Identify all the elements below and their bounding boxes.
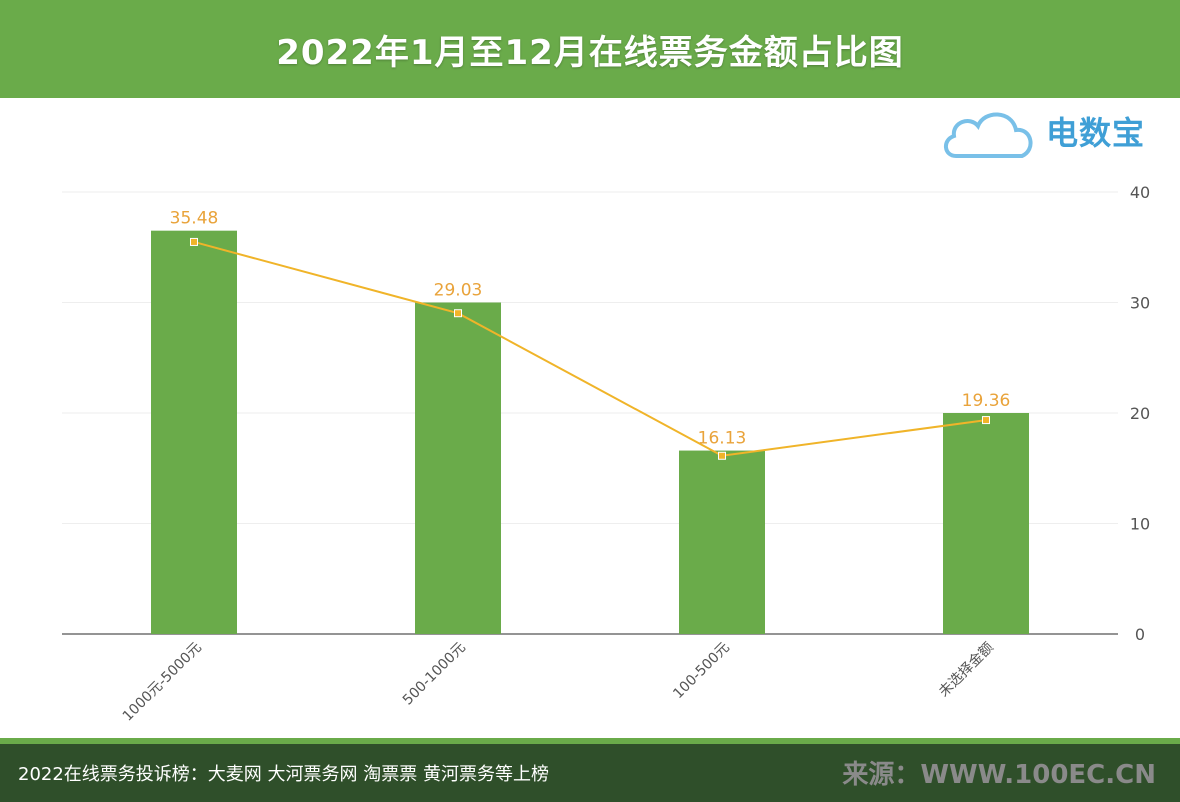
footer-divider xyxy=(0,738,1180,744)
bar xyxy=(679,450,765,634)
footer-caption: 2022在线票务投诉榜：大麦网 大河票务网 淘票票 黄河票务等上榜 xyxy=(18,764,549,785)
bar xyxy=(943,413,1029,634)
cloud-logo-icon xyxy=(944,112,1033,158)
x-tick-label: 100-500元 xyxy=(670,640,733,703)
bar-line-chart: 0 10 20 30 40 35.48 29.03 16.13 19.36 1000元-5000元… xyxy=(62,183,1150,725)
line-point xyxy=(982,416,990,425)
header-banner: 2022年1月至12月在线票务金额占比图 xyxy=(0,0,1180,98)
x-tick-label: 500-1000元 xyxy=(400,640,469,709)
data-label: 19.36 xyxy=(962,391,1011,411)
y-tick-label: 40 xyxy=(1130,183,1150,202)
data-label: 16.13 xyxy=(698,429,747,449)
chart-title: 2022年1月至12月在线票务金额占比图 xyxy=(276,32,904,73)
line-point xyxy=(718,451,726,460)
y-tick-label: 0 xyxy=(1135,625,1145,644)
series-line xyxy=(193,240,987,457)
x-tick-label: 1000元-5000元 xyxy=(120,640,205,725)
data-label: 29.03 xyxy=(434,281,483,301)
line-point xyxy=(454,309,462,318)
line-point xyxy=(190,237,198,246)
source-label: 来源：WWW.100EC.CN xyxy=(842,760,1156,790)
footer-banner xyxy=(0,738,1180,802)
y-tick-label: 30 xyxy=(1130,294,1150,313)
bar xyxy=(151,230,237,635)
y-tick-label: 20 xyxy=(1130,404,1150,423)
data-label: 35.48 xyxy=(170,209,219,229)
logo-name: 电数宝 xyxy=(1046,114,1146,152)
bar xyxy=(415,302,501,634)
x-tick-label: 未选择金额 xyxy=(936,640,997,701)
y-tick-label: 10 xyxy=(1130,515,1150,534)
